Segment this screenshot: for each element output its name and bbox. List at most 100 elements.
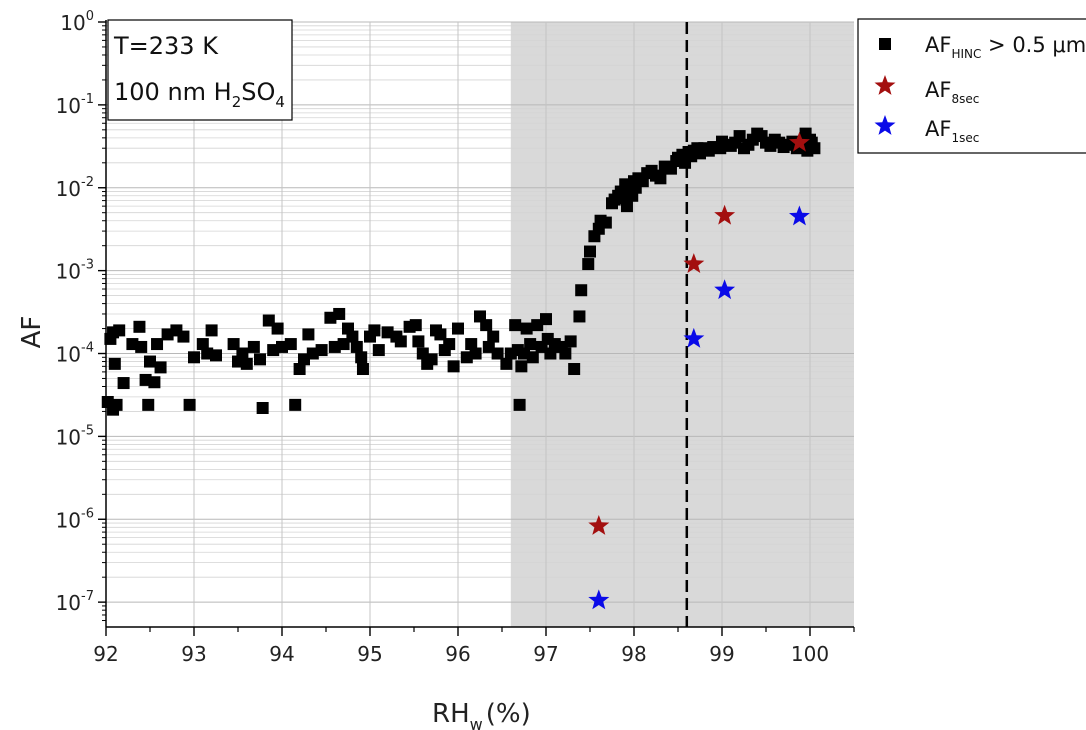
data-point-hinc [526,351,539,364]
x-tick-label: 93 [181,642,206,666]
data-point-hinc [799,127,812,140]
data-point-hinc [509,319,522,332]
annotation-temperature: T=233 K [113,32,219,60]
data-point-hinc [284,338,297,351]
data-point-8sec-star [683,253,705,273]
x-tick-label: 97 [533,642,558,666]
data-point-hinc [491,347,504,360]
data-point-hinc [333,307,346,320]
y-axis-title: AF [17,316,47,349]
legend-square-marker [879,38,891,50]
data-point-hinc [500,357,513,370]
data-point-hinc [205,324,218,337]
data-point-hinc [487,330,500,343]
legend-star-8sec [874,75,896,95]
data-point-hinc [582,258,595,271]
data-point-hinc [196,338,209,351]
data-layer [101,127,821,610]
shaded-region [510,22,854,627]
x-tick-label: 92 [93,642,118,666]
data-point-hinc [409,319,422,332]
annotation-box: T=233 K 100 nm H2SO4 [107,19,293,121]
data-point-hinc [107,403,120,416]
y-tick-label: 10-4 [56,341,94,367]
x-tick-label: 98 [621,642,646,666]
data-point-hinc [513,398,526,411]
legend: AFHINC > 0.5 μm AF8sec AF1sec [857,18,1086,154]
annotation-particle: 100 nm H2SO4 [114,78,285,111]
data-point-1sec-star [588,589,610,610]
data-point-hinc [302,328,315,341]
data-point-hinc [425,353,438,366]
y-tick-label: 10-5 [56,423,94,449]
data-point-hinc [584,245,596,258]
legend-star-8sec-marker [874,75,896,95]
data-point-hinc [469,347,482,360]
data-point-hinc [350,340,363,353]
y-tick-label: 10-6 [56,506,94,532]
legend-entry-hinc: AFHINC > 0.5 μm [925,33,1086,61]
data-point-hinc [447,360,460,373]
legend-entry-8sec: AF8sec [925,78,979,106]
x-tick-label: 99 [709,642,734,666]
data-point-hinc [520,322,533,335]
data-point-hinc [151,338,164,351]
data-point-hinc [559,347,572,360]
data-point-8sec-star [588,515,610,535]
legend-entry-1sec: AF1sec [925,117,979,145]
data-point-hinc [356,363,369,376]
y-tick-label: 100 [60,9,94,35]
legend-star-1sec-marker [874,115,896,135]
data-point-hinc [154,361,167,374]
data-point-hinc [183,398,196,411]
data-point-hinc [480,319,493,332]
data-point-hinc [575,284,588,297]
data-point-hinc [289,398,302,411]
y-tick-label: 10-1 [56,92,94,118]
data-point-hinc [540,313,552,326]
data-point-hinc [144,355,156,368]
data-point-hinc [443,338,456,351]
data-point-hinc [247,340,260,353]
x-tick-label: 94 [269,642,294,666]
data-point-hinc [271,322,284,335]
data-point-hinc [564,335,577,348]
x-axis-title: RHw (%) [432,699,531,730]
data-point-hinc [126,338,139,351]
data-point-1sec-star [714,279,736,300]
data-point-hinc [108,357,121,370]
axis-layer: 92 93 94 95 96 97 98 99 100 100 10-1 10-2 10-3 10-4 10… [56,9,855,666]
data-point-hinc [544,347,557,360]
y-tick-label: 10-2 [56,175,94,201]
data-point-hinc [654,172,667,185]
data-point-8sec-star [789,131,810,152]
data-point-hinc [240,357,253,370]
data-point-hinc [511,344,524,357]
data-point-hinc [113,324,126,337]
data-point-hinc [142,398,155,411]
shaded-region-layer [510,22,854,627]
data-point-1sec-star [683,327,705,348]
data-point-hinc [599,216,612,229]
data-point-hinc [227,338,240,351]
data-point-hinc [177,330,190,343]
data-point-hinc [515,360,528,373]
data-point-hinc [568,363,581,376]
data-point-hinc [434,328,447,341]
data-point-hinc [573,310,586,323]
y-tick-label: 10-7 [56,589,94,615]
data-point-hinc [346,330,359,343]
data-point-hinc [188,351,200,364]
data-point-hinc [372,344,385,357]
data-point-hinc [148,376,161,389]
data-point-hinc [254,353,266,366]
x-tick-label: 100 [791,642,829,666]
data-point-hinc [368,324,381,337]
data-point-hinc [452,322,464,335]
y-tick-label: 10-3 [56,258,94,284]
data-point-1sec-star [789,205,810,226]
x-tick-label: 95 [357,642,382,666]
legend-star-1sec [874,115,896,135]
data-point-hinc [236,347,249,360]
